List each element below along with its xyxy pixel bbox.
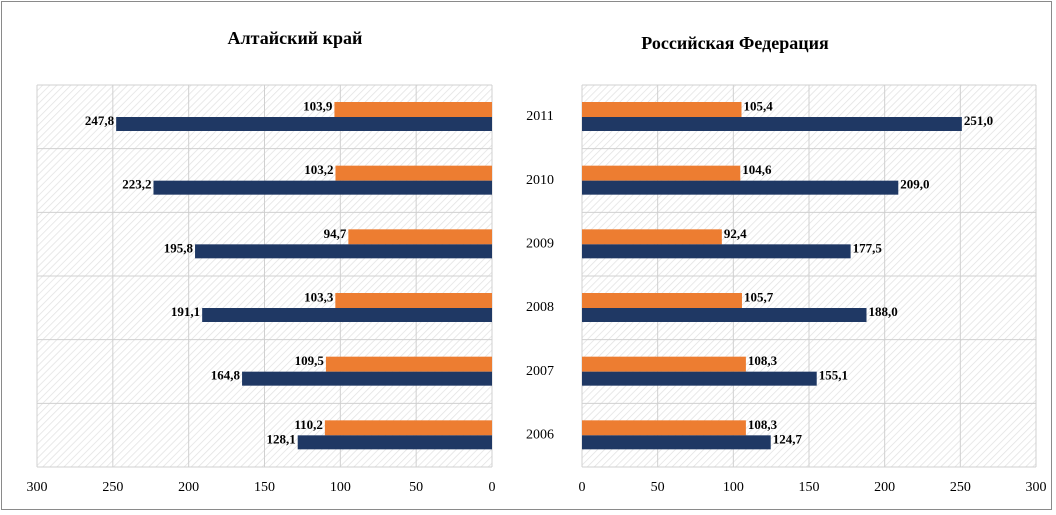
- data-label: 195,8: [164, 240, 194, 255]
- data-label: 164,8: [211, 368, 241, 383]
- x-tick-label: 0: [579, 480, 586, 495]
- x-tick-label: 200: [874, 480, 895, 495]
- bar: [582, 308, 867, 322]
- x-tick-label: 300: [1026, 480, 1047, 495]
- data-label: 103,2: [304, 162, 333, 177]
- bar: [582, 356, 746, 372]
- y-tick-label: 2009: [526, 237, 554, 252]
- data-label: 209,0: [900, 177, 929, 192]
- bar: [582, 180, 899, 195]
- data-label: 103,9: [303, 98, 333, 113]
- data-label: 92,4: [724, 226, 747, 241]
- data-label: 108,3: [748, 417, 778, 432]
- x-tick-label: 150: [254, 480, 275, 495]
- data-label: 124,7: [773, 431, 803, 446]
- bar: [582, 420, 746, 436]
- x-tick-label: 0: [489, 480, 496, 495]
- data-label: 177,5: [853, 240, 883, 255]
- bar: [348, 229, 492, 245]
- x-tick-label: 50: [651, 480, 665, 495]
- bar: [242, 371, 492, 386]
- data-label: 94,7: [324, 226, 347, 241]
- y-tick-label: 2010: [526, 173, 554, 188]
- bar: [582, 371, 817, 386]
- data-label: 251,0: [964, 113, 993, 128]
- chart-title: Российская Федерация: [641, 33, 829, 53]
- bar: [202, 308, 493, 322]
- x-tick-label: 50: [409, 480, 423, 495]
- y-tick-label: 2007: [526, 364, 554, 379]
- bar: [116, 117, 493, 131]
- bar: [582, 229, 722, 245]
- x-tick-label: 300: [27, 480, 48, 495]
- data-label: 188,0: [869, 304, 898, 319]
- bar: [324, 420, 492, 436]
- x-tick-label: 250: [950, 480, 971, 495]
- data-label: 191,1: [171, 304, 200, 319]
- bar: [195, 244, 492, 259]
- data-label: 110,2: [294, 417, 323, 432]
- y-tick-label: 2011: [526, 109, 553, 124]
- bar: [582, 293, 742, 308]
- data-label: 103,3: [304, 289, 334, 304]
- data-label: 247,8: [85, 113, 115, 128]
- bar: [153, 180, 493, 195]
- data-label: 109,5: [295, 353, 325, 368]
- bar: [335, 293, 492, 308]
- data-label: 108,3: [748, 353, 778, 368]
- x-tick-label: 200: [178, 480, 199, 495]
- x-tick-label: 250: [102, 480, 123, 495]
- bar: [582, 102, 742, 117]
- x-tick-label: 100: [723, 480, 744, 495]
- bar: [582, 244, 851, 259]
- data-label: 105,4: [744, 98, 774, 113]
- bar: [335, 165, 492, 181]
- bar: [297, 435, 492, 450]
- bar: [582, 435, 771, 450]
- bar: [582, 117, 962, 131]
- bar: [582, 165, 741, 181]
- data-label: 155,1: [819, 368, 848, 383]
- y-tick-label: 2008: [526, 300, 554, 315]
- x-tick-label: 150: [799, 480, 820, 495]
- data-label: 105,7: [744, 289, 774, 304]
- bar: [334, 102, 492, 117]
- y-tick-label: 2006: [526, 428, 554, 443]
- data-label: 104,6: [742, 162, 772, 177]
- chart-title: Алтайский край: [228, 28, 363, 48]
- data-label: 128,1: [266, 431, 295, 446]
- data-label: 223,2: [122, 177, 151, 192]
- x-tick-label: 100: [330, 480, 351, 495]
- bar: [325, 356, 492, 372]
